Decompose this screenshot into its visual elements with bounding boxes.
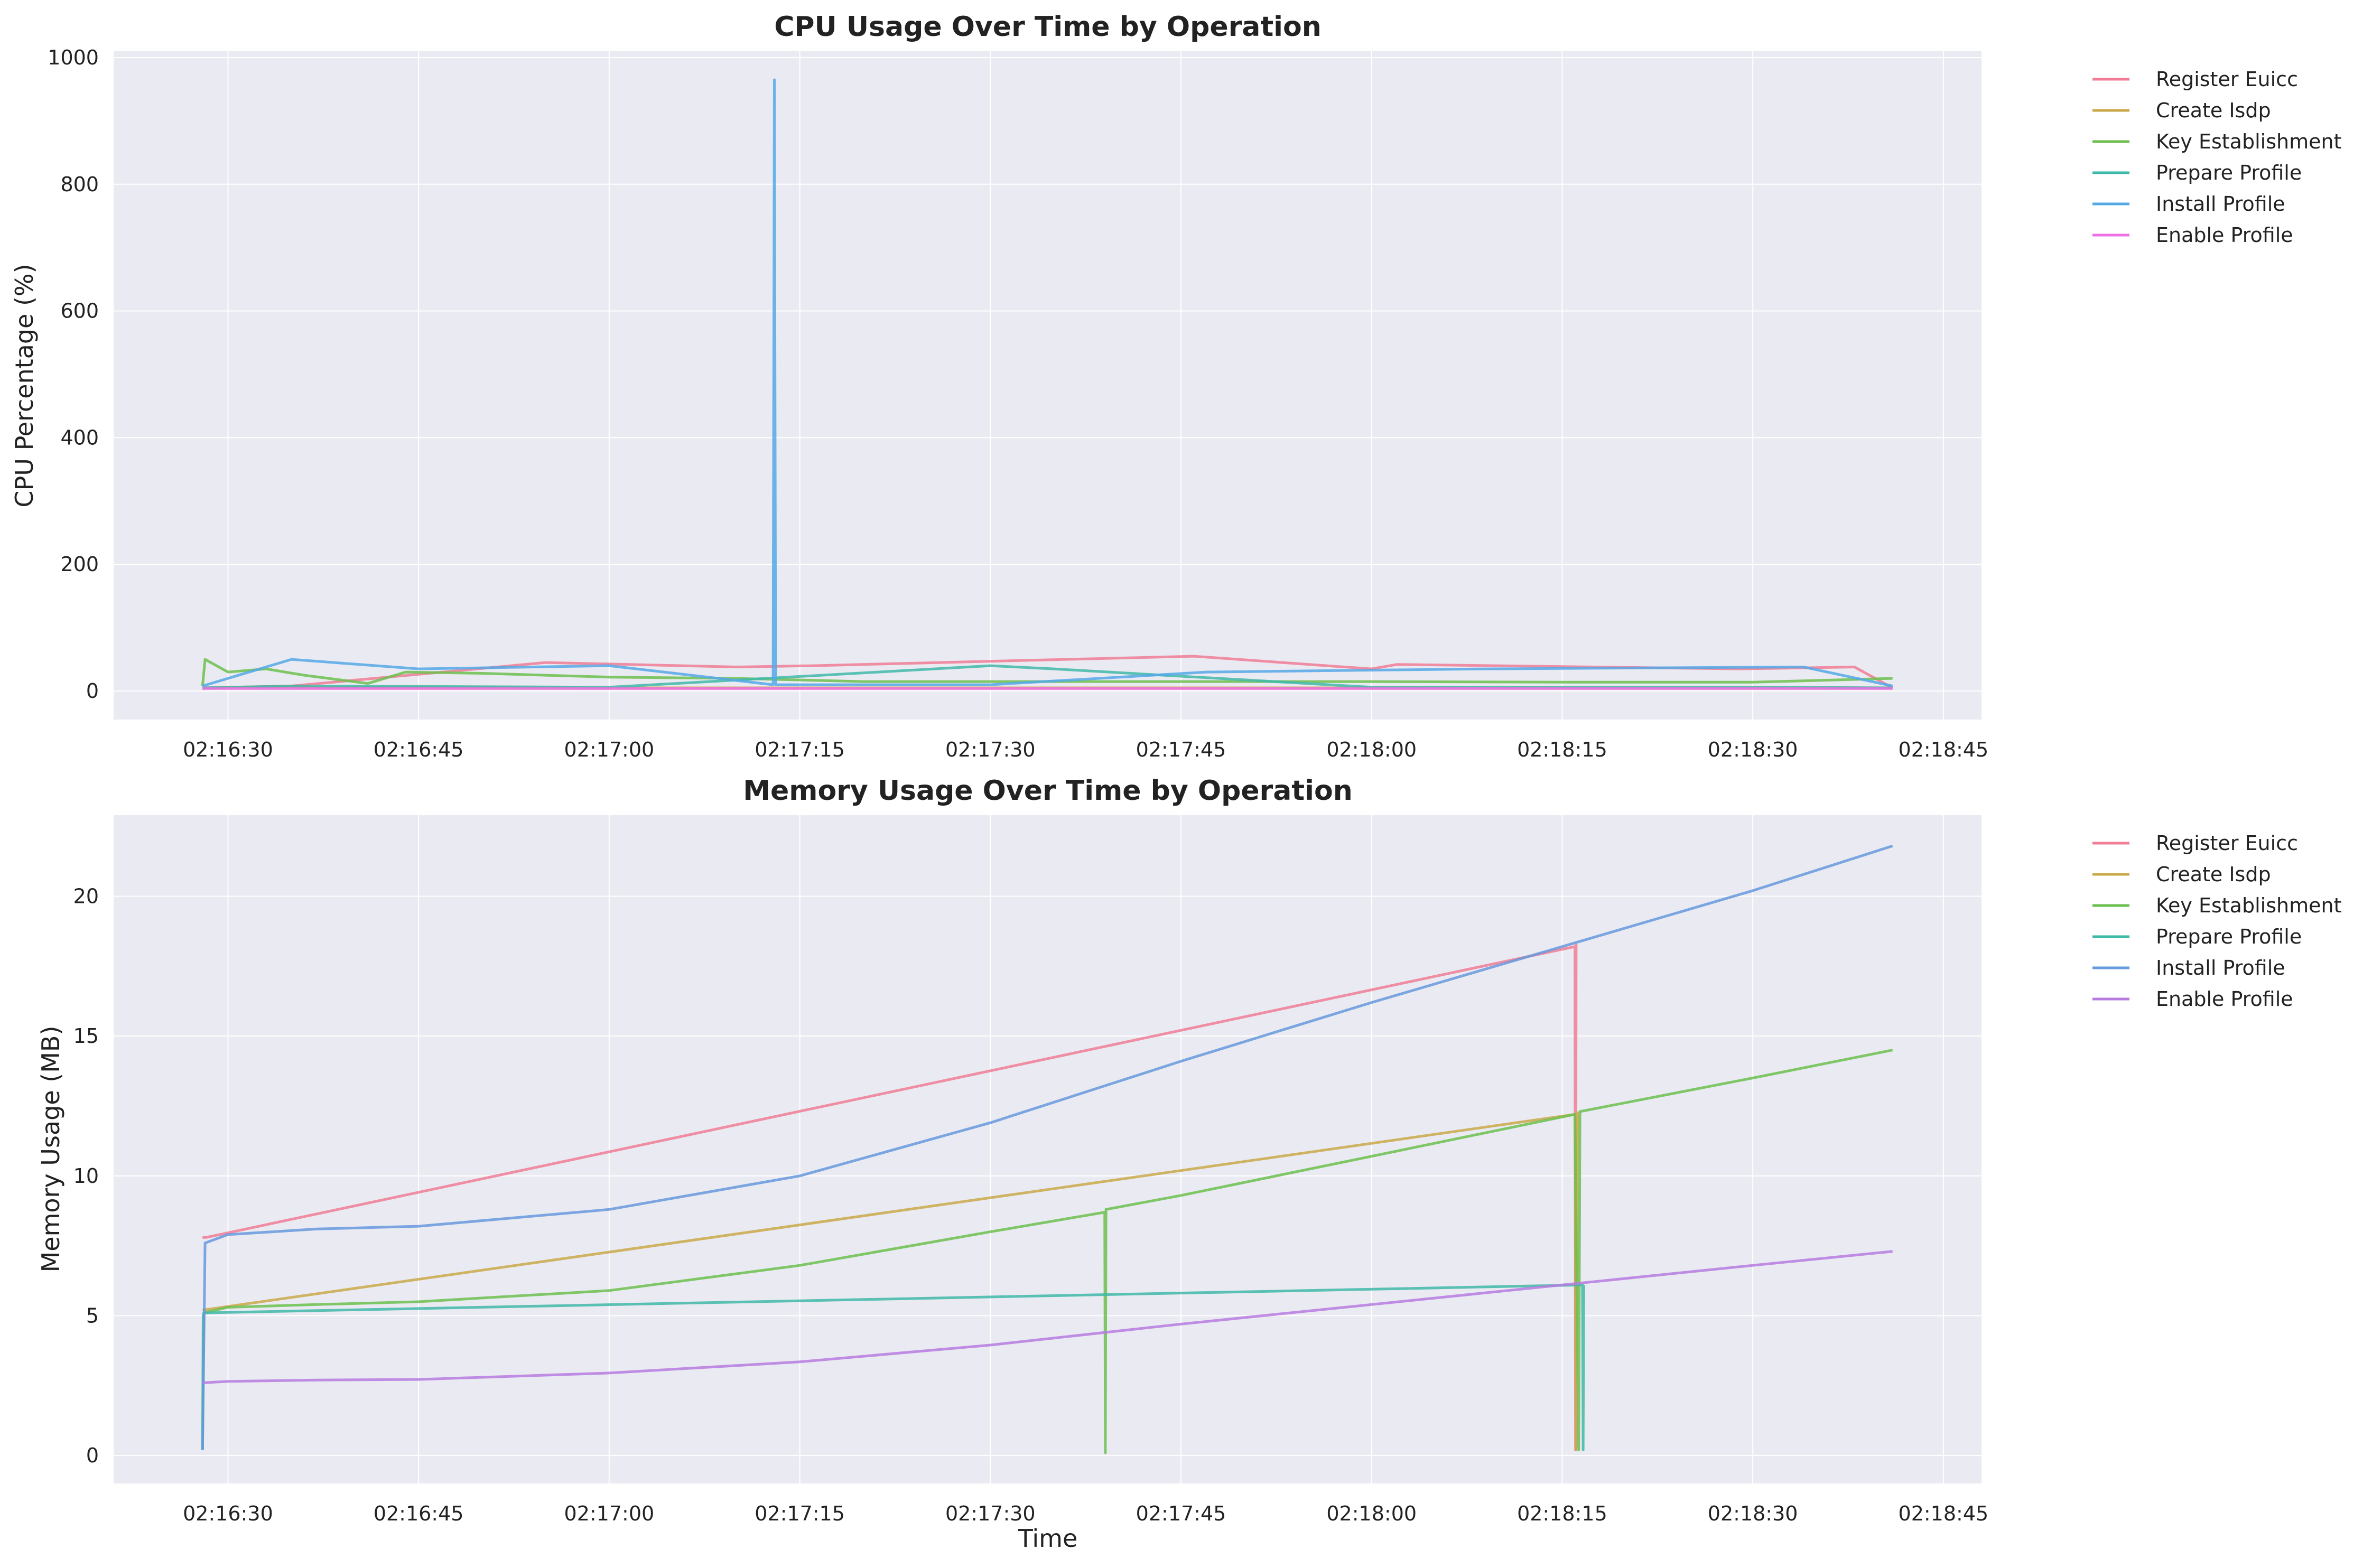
memory-x-axis-label: Time (1018, 1524, 1078, 1553)
cpu-chart-title: CPU Usage Over Time by Operation (774, 11, 1322, 43)
cpu-y-tick-label: 600 (60, 300, 99, 323)
cpu-x-tick-label: 02:18:30 (1708, 738, 1798, 761)
cpu-legend-label-enable-profile: Enable Profile (2156, 223, 2293, 247)
cpu-y-tick-label: 0 (86, 679, 99, 703)
cpu-x-tick-label: 02:18:15 (1517, 738, 1607, 761)
memory-series-enable-profile (202, 1250, 1893, 1384)
memory-y-tick-labels: 0 5 10 15 20 (73, 884, 99, 1467)
cpu-y-tick-label: 1000 (48, 46, 99, 69)
memory-chart-panel: Memory Usage Over Time by Operation 02:1… (36, 775, 2341, 1553)
cpu-x-tick-label: 02:18:00 (1326, 738, 1417, 761)
cpu-legend-label-create-isdp: Create Isdp (2156, 99, 2271, 122)
memory-series-lines (201, 844, 1893, 1454)
cpu-legend: Register Euicc Create Isdp Key Establishme… (2092, 68, 2341, 247)
memory-y-axis-label: Memory Usage (MB) (36, 1026, 65, 1273)
cpu-x-tick-label: 02:17:45 (1136, 738, 1226, 761)
cpu-x-tick-label: 02:18:45 (1899, 738, 1989, 761)
cpu-grid (114, 51, 1981, 720)
cpu-y-tick-label: 200 (60, 553, 99, 576)
memory-legend-label-prepare-profile: Prepare Profile (2156, 925, 2302, 948)
cpu-series-lines (201, 78, 1893, 690)
memory-legend-label-key-establishment: Key Establishment (2156, 894, 2341, 917)
memory-series-install-profile (201, 844, 1893, 1450)
memory-y-tick-label: 0 (86, 1444, 99, 1467)
memory-legend-label-install-profile: Install Profile (2156, 956, 2285, 979)
memory-x-tick-label: 02:16:30 (183, 1502, 273, 1525)
cpu-x-tick-labels: 02:16:30 02:16:45 02:17:00 02:17:15 02:17:30… (183, 738, 1988, 761)
cpu-legend-label-register-euicc: Register Euicc (2156, 68, 2298, 91)
memory-x-tick-label: 02:18:30 (1708, 1502, 1798, 1525)
memory-x-tick-label: 02:16:45 (374, 1502, 464, 1525)
cpu-y-tick-label: 800 (60, 173, 99, 196)
cpu-x-tick-label: 02:16:45 (374, 738, 464, 761)
cpu-legend-label-prepare-profile: Prepare Profile (2156, 161, 2302, 184)
memory-x-tick-label: 02:17:15 (755, 1502, 845, 1525)
memory-x-tick-label: 02:18:15 (1517, 1502, 1607, 1525)
cpu-series-install-profile (202, 78, 1893, 687)
memory-x-tick-labels: 02:16:30 02:16:45 02:17:00 02:17:15 02:17:30… (183, 1502, 1988, 1525)
cpu-x-tick-label: 02:16:30 (183, 738, 273, 761)
cpu-y-tick-labels: 0 200 400 600 800 1000 (48, 46, 99, 703)
memory-x-tick-label: 02:17:30 (945, 1502, 1036, 1525)
cpu-legend-label-install-profile: Install Profile (2156, 192, 2285, 216)
cpu-legend-label-key-establishment: Key Establishment (2156, 130, 2341, 153)
memory-chart-title: Memory Usage Over Time by Operation (743, 775, 1352, 807)
memory-y-tick-label: 20 (73, 884, 99, 908)
memory-grid (114, 815, 1981, 1483)
cpu-y-tick-label: 400 (60, 426, 99, 449)
memory-legend-label-create-isdp: Create Isdp (2156, 863, 2271, 886)
cpu-x-tick-label: 02:17:00 (564, 738, 655, 761)
cpu-y-axis-label: CPU Percentage (%) (10, 264, 39, 507)
cpu-x-tick-label: 02:17:15 (755, 738, 845, 761)
memory-x-tick-label: 02:17:45 (1136, 1502, 1226, 1525)
memory-x-tick-label: 02:18:45 (1899, 1502, 1989, 1525)
memory-legend-label-register-euicc: Register Euicc (2156, 832, 2298, 855)
memory-x-tick-label: 02:18:00 (1326, 1502, 1417, 1525)
memory-y-tick-label: 10 (73, 1164, 99, 1188)
cpu-x-tick-label: 02:17:30 (945, 738, 1036, 761)
cpu-plot-area (114, 51, 1981, 720)
memory-legend-label-enable-profile: Enable Profile (2156, 987, 2293, 1011)
memory-y-tick-label: 15 (73, 1024, 99, 1048)
memory-plot-area (114, 815, 1981, 1483)
memory-x-tick-label: 02:17:00 (564, 1502, 655, 1525)
memory-y-tick-label: 5 (86, 1304, 99, 1327)
cpu-chart-panel: CPU Usage Over Time by Operation 02:16:3… (10, 11, 2341, 761)
memory-legend: Register Euicc Create Isdp Key Establishme… (2092, 832, 2341, 1011)
